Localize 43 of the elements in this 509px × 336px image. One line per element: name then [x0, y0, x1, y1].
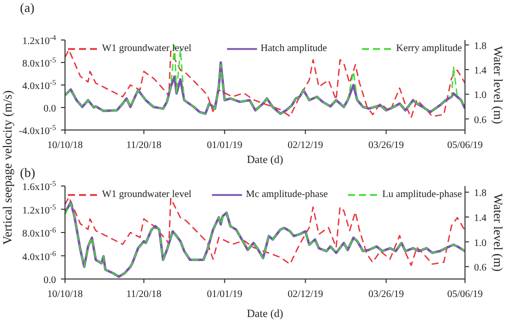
y-tick-label: 8.0x10$^{-5}$ — [22, 55, 56, 70]
y-tick-label: -4.0x10$^{-5}$ — [18, 122, 56, 137]
y-tick-label: 4.0x10$^{-5}$ — [22, 78, 56, 92]
x-axis-title: Date (d) — [246, 308, 284, 320]
y-tick-label: 4.0x10$^{-6}$ — [22, 248, 56, 263]
x-tick-label: 11/20/18 — [126, 140, 162, 151]
x-tick-label: 01/01/19 — [206, 289, 242, 300]
y-tick-label: 0.0 — [44, 104, 56, 114]
y2-tick-label: 1.8 — [474, 40, 486, 52]
x-tick-label: 02/12/19 — [288, 289, 324, 300]
y2-axis-title: Water level (m) — [491, 46, 505, 124]
chart-title: (b) — [20, 165, 36, 181]
x-tick-label: 11/20/18 — [126, 289, 162, 300]
x-tick-label: 05/06/19 — [447, 289, 483, 300]
y-tick-label: 0.0 — [44, 275, 56, 286]
legend-label: Hatch amplitude — [260, 43, 327, 55]
y2-tick-label: 1.4 — [474, 213, 486, 224]
legend-label: Kerry amplitude — [396, 43, 462, 55]
y2-tick-label: 0.6 — [474, 262, 486, 274]
y2-tick-label: 0.6 — [474, 114, 486, 126]
y2-tick-label: 1.0 — [474, 238, 486, 249]
x-tick-label: 03/26/19 — [368, 140, 404, 151]
x-tick-label: 03/26/19 — [368, 289, 404, 300]
y-tick-label: 1.2x10$^{-5}$ — [22, 202, 56, 216]
y2-axis-title: Water level (m) — [491, 193, 505, 272]
y2-tick-label: 1.0 — [474, 90, 486, 102]
y-axis-title: Vertical seepage velocity (m/s) — [0, 89, 16, 247]
legend-label: W1 groundwater level — [102, 189, 192, 201]
x-tick-label: 10/10/18 — [47, 140, 83, 151]
x-tick-label: 01/01/19 — [206, 140, 242, 151]
x-tick-label: 10/10/18 — [47, 289, 83, 300]
line-series — [65, 61, 465, 115]
y-tick-label: 1.6x10$^{-5}$ — [22, 178, 56, 193]
y2-tick-label: 1.8 — [474, 188, 486, 200]
x-tick-label: 05/06/19 — [447, 140, 483, 151]
y2-tick-label: 1.4 — [474, 66, 486, 77]
y-tick-label: 1.2x10$^{-4}$ — [22, 32, 56, 47]
x-axis-title: Date (d) — [246, 154, 284, 166]
y-tick-label: 8.0x10$^{-6}$ — [22, 225, 56, 240]
x-tick-label: 02/12/19 — [288, 140, 324, 151]
chart-title: (a) — [20, 0, 34, 16]
legend-label: Lu amplitude-phase — [382, 189, 462, 201]
legend-label: Mc amplitude-phase — [246, 189, 328, 201]
